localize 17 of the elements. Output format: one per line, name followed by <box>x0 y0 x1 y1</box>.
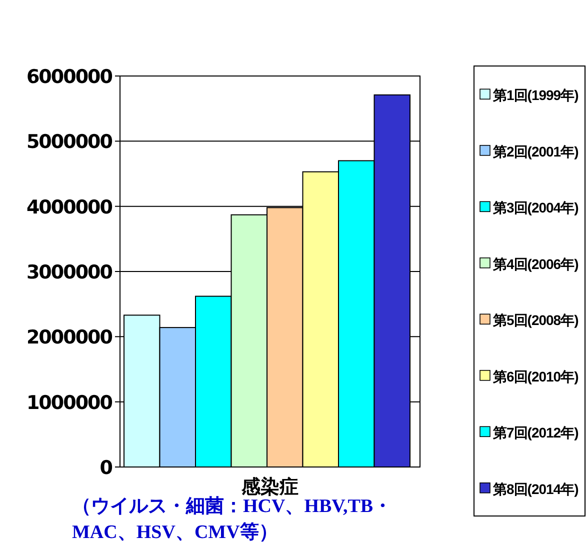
legend-label: 第2回(2001年) <box>492 143 578 160</box>
legend-label: 第8回(2014年) <box>492 480 578 497</box>
x-axis-title: 感染症 <box>240 476 298 498</box>
legend-label: 第3回(2004年) <box>492 200 578 216</box>
y-tick-label: 0 <box>100 457 113 479</box>
text: （ウイルス・細菌：HCV、HBV,TB・MAC、HSV、CMV等） <box>72 496 394 545</box>
legend-label: 第5回(2008年) <box>492 312 578 328</box>
legend-label: 第7回(2012年) <box>492 424 578 441</box>
legend-label: 第1回(1999年) <box>492 87 578 104</box>
y-tick-label: 3000000 <box>26 262 113 284</box>
legend-label: 第6回(2010年) <box>492 368 578 384</box>
y-tick-label: 1000000 <box>26 392 113 414</box>
legend-label: 第4回(2006年) <box>492 256 578 272</box>
y-tick-label: 2000000 <box>26 326 113 349</box>
y-tick-label: 6000000 <box>26 66 113 88</box>
y-tick-label: 5000000 <box>26 131 113 154</box>
y-tick-label: 4000000 <box>26 196 113 218</box>
